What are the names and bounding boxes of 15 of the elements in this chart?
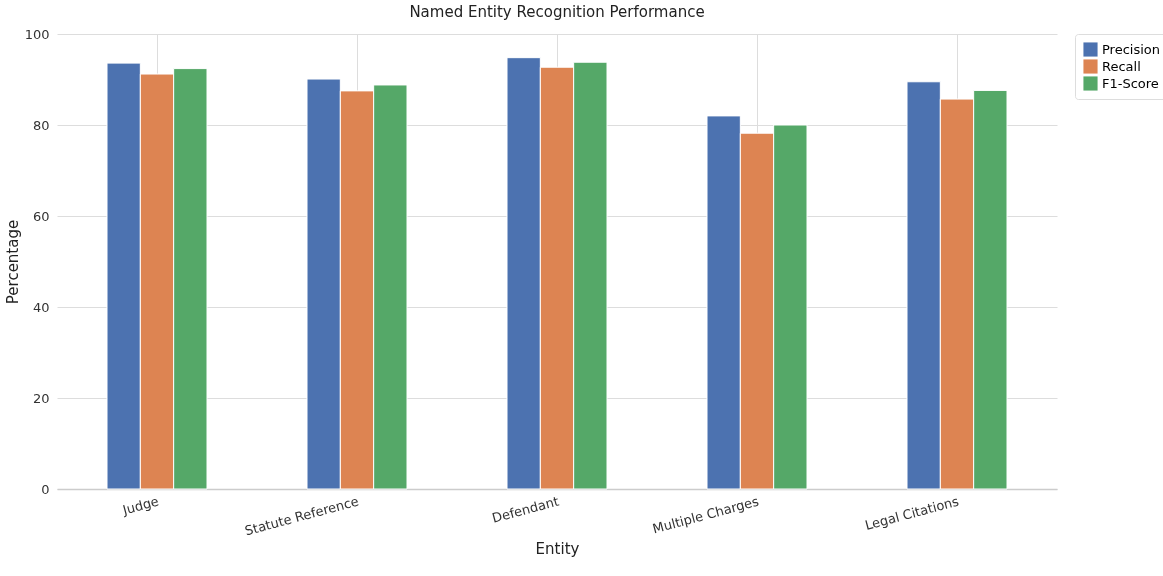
y-tick-label: 40 [32,299,50,315]
legend-label: Recall [1102,58,1141,74]
legend-label: F1-Score [1102,75,1159,91]
y-tick-label: 20 [32,390,50,406]
x-tick-label: Legal Citations [863,493,961,534]
y-tick-label: 100 [24,26,50,42]
chart-title: Named Entity Recognition Performance [409,3,705,21]
legend-label: Precision [1102,41,1161,57]
y-tick-label: 80 [32,117,50,133]
x-tick-label: Multiple Charges [651,493,761,537]
y-tick-label: 60 [32,208,50,224]
y-axis-title: Percentage [3,219,22,305]
x-axis-title: Entity [535,540,580,559]
y-tick-label: 0 [41,481,50,497]
x-tick-label: Judge [120,493,161,518]
